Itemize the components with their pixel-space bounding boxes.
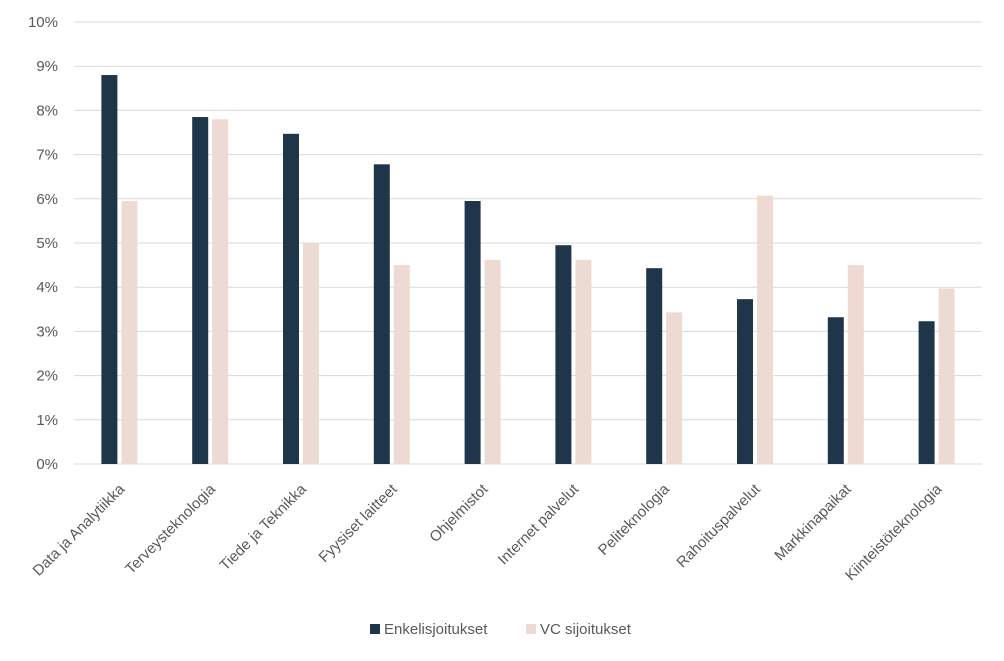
bar-series-2 [393,265,410,464]
bar-series-2 [666,312,683,464]
bar-series-2 [575,259,592,464]
y-tick-label: 6% [36,191,58,208]
bar-series-2 [757,195,773,464]
bar-series-2 [938,288,955,464]
x-category-label: Tiede ja Teknikka [216,480,310,574]
bar-series-1 [555,245,572,464]
x-category-label: Ohjelmistot [426,480,492,546]
legend-item-series-1: Enkelisjoitukset [370,621,488,638]
bar-series-1 [101,75,118,464]
bar-series-2 [212,119,229,465]
legend-label-series-2: VC sijoitukset [540,621,632,638]
legend-item-series-2: VC sijoitukset [526,621,632,638]
legend-swatch-series-2 [526,624,536,634]
y-tick-label: 10% [28,14,58,31]
y-tick-label: 3% [36,323,58,340]
bar-series-1 [737,299,753,464]
x-category-label: Terveysteknologia [122,480,219,577]
bar-series-1 [646,268,663,464]
bar-series-2 [303,243,319,464]
bar-series-1 [373,164,390,464]
y-tick-label: 8% [36,102,58,119]
bar-series-2 [121,201,138,464]
y-tick-label: 4% [36,279,58,296]
x-category-label: Fyysiset laitteet [316,480,402,566]
bars [101,75,955,465]
x-category-label: Data ja Analytiikka [30,480,129,579]
y-tick-label: 0% [36,456,58,473]
y-tick-label: 7% [36,147,58,164]
legend-label-series-1: Enkelisjoitukset [384,621,488,638]
legend-swatch-series-1 [370,624,380,634]
x-category-label: Peliteknologia [595,480,674,559]
bar-series-1 [464,201,481,464]
x-axis-category-labels: Data ja AnalytiikkaTerveysteknologiaTied… [30,480,946,584]
gridlines [74,21,982,465]
x-category-label: Markkinapaikat [771,480,855,564]
y-axis-tick-labels: 0% 1% 2% 3% 4% 5% 6% 7% 8% 9% 10% [28,14,58,473]
bar-series-1 [283,133,299,465]
x-category-label: Kiinteistöteknologia [842,480,946,584]
x-category-label: Internet palvelut [495,480,583,568]
bar-series-2 [484,259,501,464]
y-tick-label: 5% [36,235,58,252]
y-tick-label: 1% [36,412,58,429]
legend: Enkelisjoitukset VC sijoitukset [370,621,632,638]
bar-series-1 [192,117,209,464]
bar-series-2 [847,265,864,464]
bar-series-1 [918,321,935,464]
x-category-label: Rahoituspalvelut [673,480,764,571]
y-tick-label: 9% [36,58,58,75]
bar-series-1 [827,317,844,464]
y-tick-label: 2% [36,368,58,385]
